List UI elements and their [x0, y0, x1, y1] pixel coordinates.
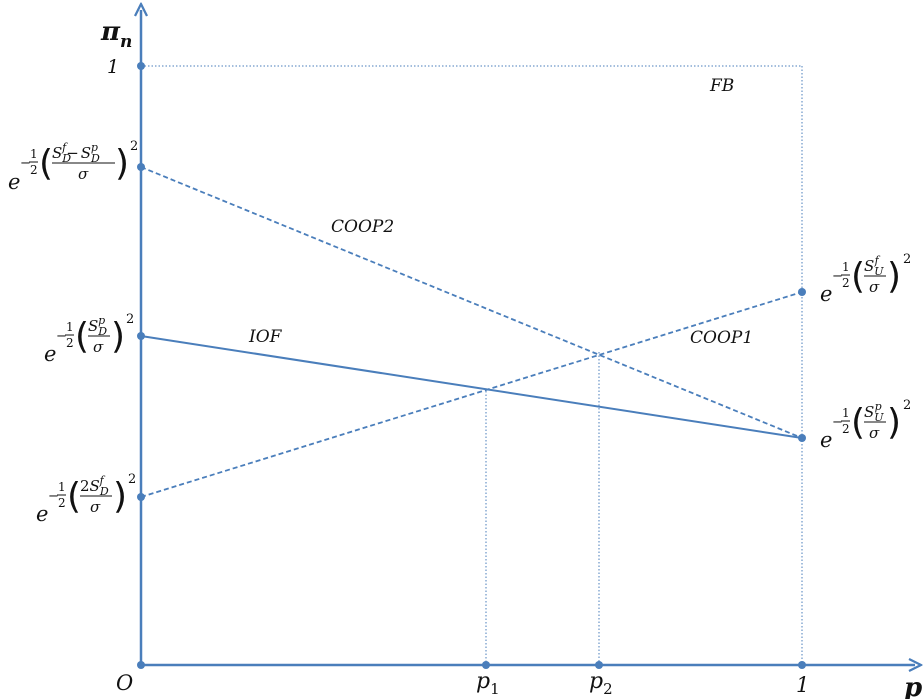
x-p1-point — [482, 661, 490, 669]
svg-text:2: 2 — [903, 252, 911, 267]
y-label-sdp-formula: e − 1 2 ( SDp σ ) 2 — [44, 312, 134, 366]
fb-label: FB — [709, 76, 734, 96]
x-one-point — [798, 661, 806, 669]
y-two-sdf-point — [137, 493, 145, 501]
svg-text:−: − — [832, 269, 843, 284]
svg-text:): ) — [887, 402, 901, 443]
svg-text:σ: σ — [869, 424, 880, 442]
y-axis-title: πn — [100, 17, 132, 52]
svg-text:SUf: SUf — [864, 254, 884, 278]
svg-text:(: ( — [851, 402, 865, 443]
svg-text:e: e — [36, 502, 48, 526]
svg-text:σ: σ — [869, 278, 880, 296]
x-p2-point — [595, 661, 603, 669]
svg-text:2: 2 — [66, 336, 74, 350]
svg-text:2: 2 — [58, 496, 66, 510]
svg-text:−: − — [20, 156, 31, 171]
svg-text:e: e — [44, 342, 56, 366]
svg-text:2SDf: 2SDf — [80, 474, 109, 498]
iof-line — [140, 335, 803, 439]
svg-text:2: 2 — [128, 472, 136, 487]
right-label-sup-formula: e − 1 2 ( SUp σ ) 2 — [820, 398, 911, 452]
origin-point — [137, 661, 145, 669]
svg-text:2: 2 — [126, 312, 134, 327]
x-tick-one: 1 — [796, 673, 809, 697]
svg-text:−: − — [832, 415, 843, 430]
svg-text:1: 1 — [842, 260, 850, 274]
iof-label: IOF — [248, 327, 283, 347]
y-label-diff-formula: e − 1 2 ( SDf− SDp σ ) 2 — [8, 139, 138, 194]
svg-text:1: 1 — [842, 406, 850, 420]
svg-text:(: ( — [75, 316, 89, 357]
svg-text:2: 2 — [903, 398, 911, 413]
svg-text:SDf−SDp: SDf− SDp — [52, 141, 100, 165]
svg-text:e: e — [820, 428, 832, 452]
coop2-label: COOP2 — [331, 217, 394, 237]
x-axis-title: p — [904, 673, 922, 699]
svg-text:e: e — [820, 282, 832, 306]
svg-text:σ: σ — [93, 338, 104, 356]
coop2-line — [140, 166, 803, 439]
origin-label: O — [116, 671, 133, 695]
svg-text:SDp: SDp — [88, 314, 107, 338]
y-one-point — [137, 62, 145, 70]
svg-text:(: ( — [851, 256, 865, 297]
svg-text:−: − — [48, 489, 59, 504]
svg-text:1: 1 — [30, 147, 38, 161]
right-suf-point — [798, 288, 806, 296]
svg-text:2: 2 — [130, 139, 138, 154]
svg-text:(: ( — [67, 476, 81, 517]
coop1-line — [140, 291, 803, 498]
svg-text:2: 2 — [30, 163, 38, 177]
y-sdp-point — [137, 332, 145, 340]
svg-text:): ) — [887, 256, 901, 297]
svg-text:1: 1 — [58, 480, 66, 494]
svg-text:σ: σ — [90, 498, 101, 516]
svg-text:σ: σ — [78, 165, 89, 183]
y-tick-one: 1 — [107, 56, 119, 78]
svg-text:): ) — [111, 316, 125, 357]
svg-text:−: − — [56, 329, 67, 344]
svg-text:(: ( — [39, 143, 53, 184]
svg-text:1: 1 — [66, 320, 74, 334]
y-label-two-sdf-formula: e − 1 2 ( 2SDf σ ) 2 — [36, 472, 136, 526]
svg-text:): ) — [115, 143, 129, 184]
x-tick-p2: p2 — [589, 669, 613, 698]
svg-text:e: e — [8, 170, 20, 194]
y-diff-point — [137, 163, 145, 171]
svg-text:SUp: SUp — [864, 400, 884, 424]
right-sup-point — [798, 434, 806, 442]
svg-text:2: 2 — [842, 422, 850, 436]
coop1-label: COOP1 — [690, 328, 753, 348]
svg-text:): ) — [113, 476, 127, 517]
x-tick-p1: p1 — [476, 669, 500, 698]
svg-text:2: 2 — [842, 276, 850, 290]
right-label-suf-formula: e − 1 2 ( SUf σ ) 2 — [820, 252, 911, 306]
